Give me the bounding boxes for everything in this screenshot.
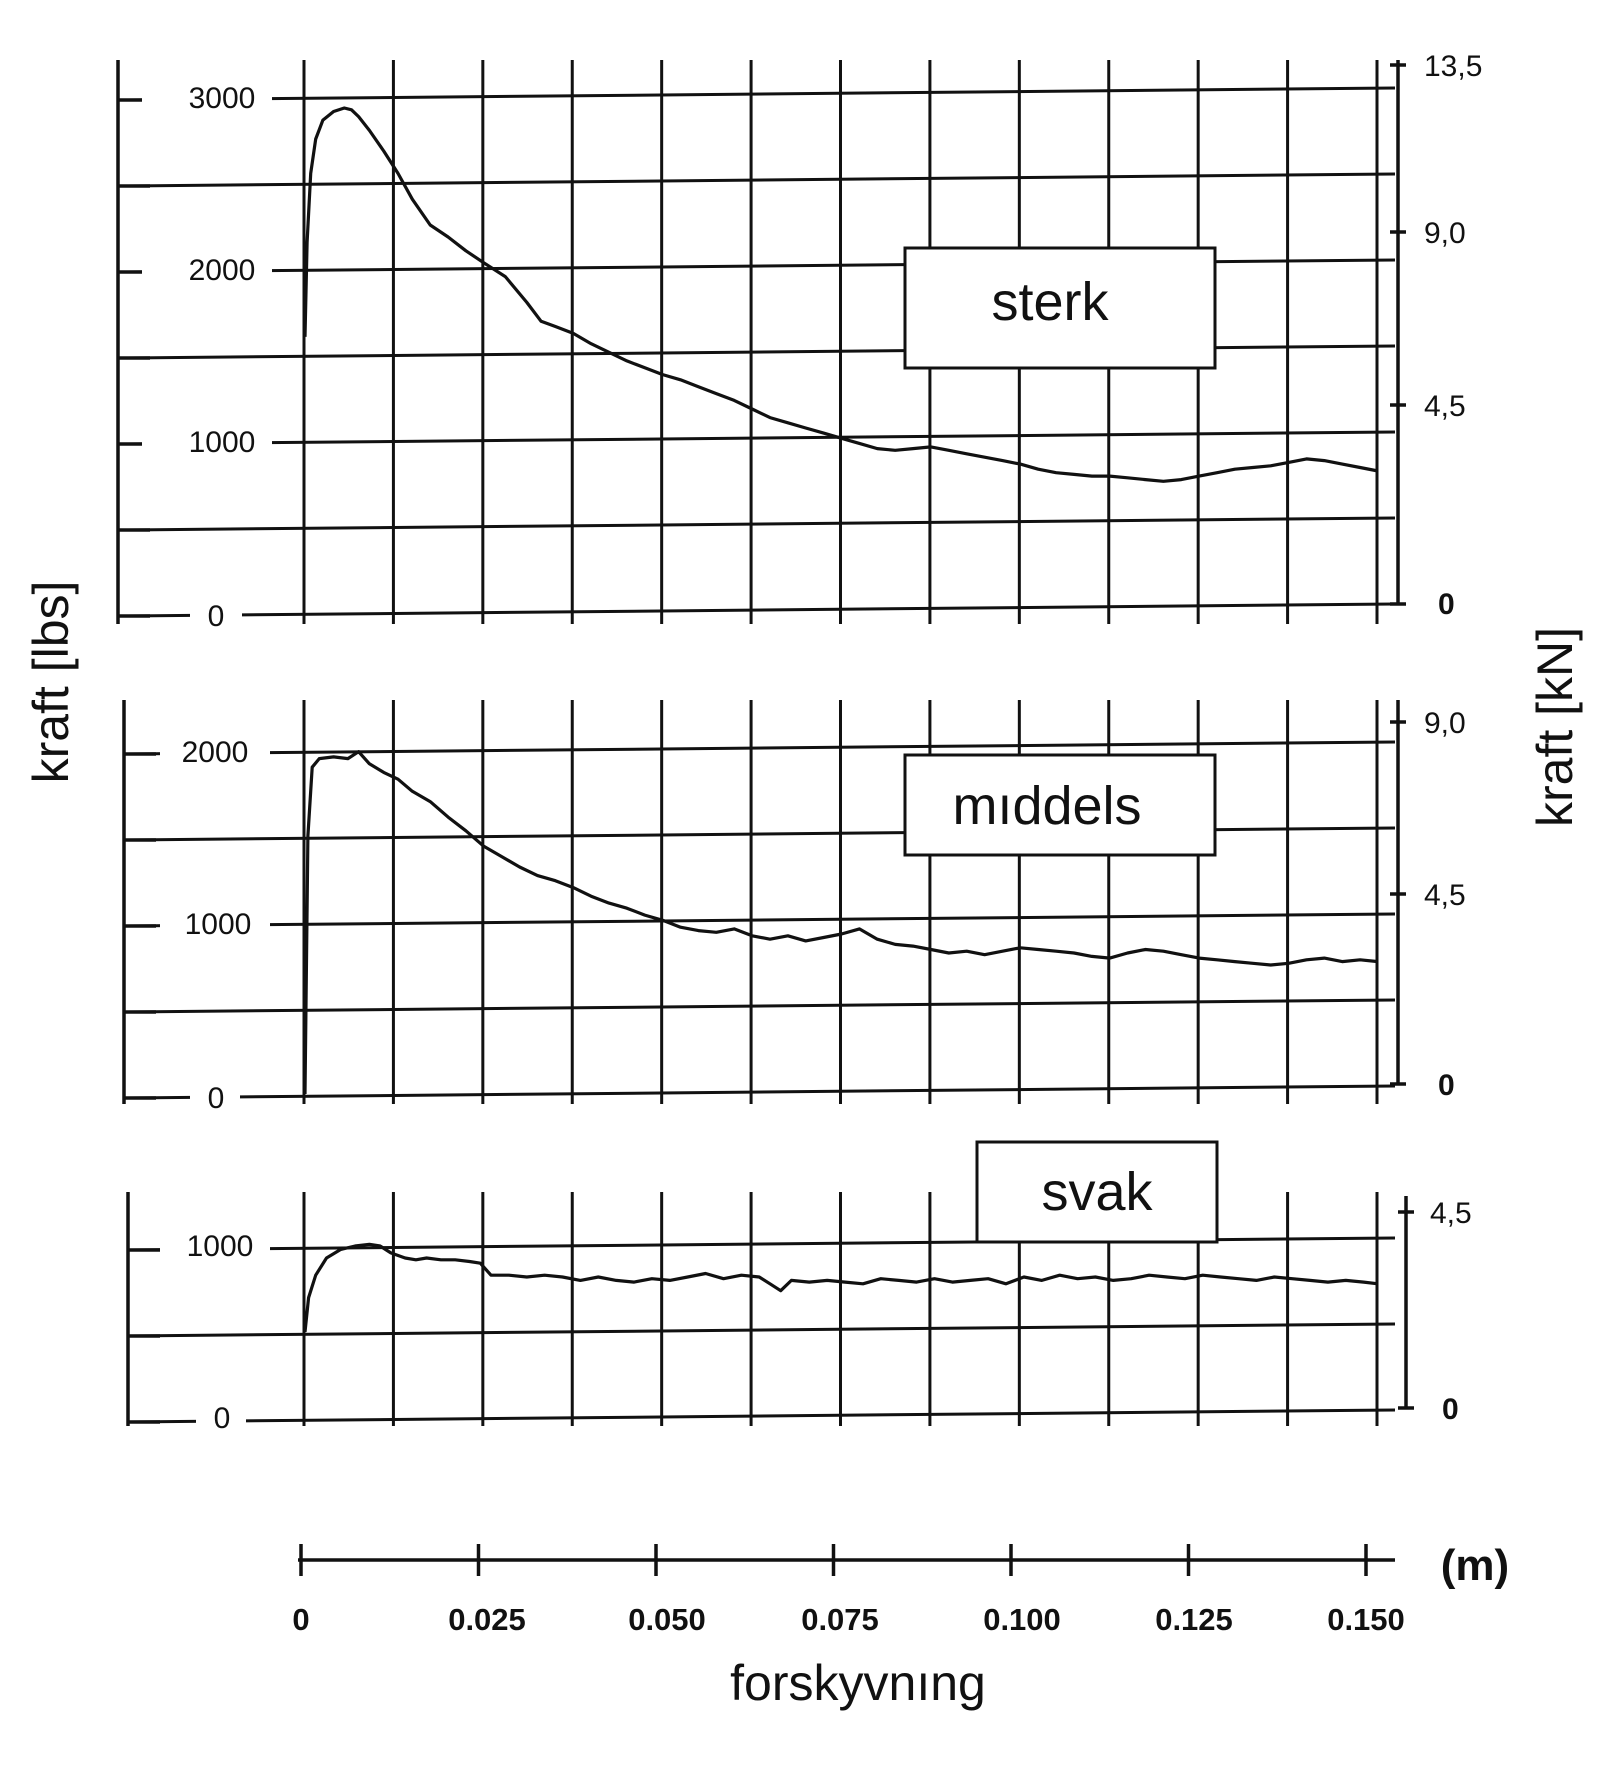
gridline-horizontal	[127, 172, 1396, 188]
panel-middels: 2000 1000 0 9,0 4,5 0 mıddels	[122, 700, 1466, 1116]
label-box-svak	[975, 1140, 1219, 1244]
x-axis-unit: (m)	[1441, 1541, 1509, 1590]
ytick-svak-lbs: 0	[214, 1402, 231, 1435]
xtick-label: 0.150	[1327, 1602, 1405, 1637]
xtick-label: 0.100	[983, 1602, 1061, 1637]
panel-sterk: 3000 2000 1000 0 13,5 9,0 4,5 0 sterk	[116, 50, 1482, 634]
ytick-svak-kn: 4,5	[1430, 1197, 1472, 1230]
label-box-middels	[903, 753, 1217, 857]
tick-bg-middels-0	[190, 1080, 240, 1116]
tick-bg-svak-0	[196, 1400, 246, 1436]
xtick-label: 0.050	[628, 1602, 706, 1637]
ytick-middels-lbs: 2000	[182, 736, 249, 769]
xtick-label: 0.025	[448, 1602, 526, 1637]
x-axis-title: forskyvnıng	[730, 1655, 986, 1711]
grid-middels	[124, 700, 1396, 1104]
xtick-label: 0	[292, 1602, 309, 1637]
label-svak: svak	[1041, 1162, 1153, 1222]
curve-middels	[303, 750, 1379, 1095]
ytick-sterk-kn: 0	[1438, 588, 1455, 621]
gridline-horizontal	[127, 430, 1396, 446]
tick-bg-sterk-1000	[142, 424, 272, 460]
ytick-sterk-lbs: 0	[208, 600, 225, 633]
gridline-horizontal	[127, 1084, 1396, 1100]
gridline-horizontal	[127, 516, 1396, 532]
ytick-middels-kn: 0	[1438, 1069, 1455, 1102]
curve-svak	[303, 1242, 1379, 1333]
curve-sterk	[303, 106, 1379, 483]
label-box-sterk	[903, 246, 1217, 370]
label-middels: mıddels	[952, 776, 1141, 836]
y-axis-right-title: kraft [kN]	[1527, 627, 1583, 827]
ytick-middels-kn: 4,5	[1424, 879, 1466, 912]
ytick-middels-kn: 9,0	[1424, 707, 1466, 740]
gridline-horizontal	[127, 86, 1396, 102]
gridline-horizontal	[127, 912, 1396, 928]
y-axis-left-title: kraft [lbs]	[23, 581, 79, 784]
xtick-label: 0.075	[801, 1602, 879, 1637]
gridline-horizontal	[127, 740, 1396, 756]
ytick-sterk-kn: 4,5	[1424, 390, 1466, 423]
ytick-middels-lbs: 1000	[185, 908, 252, 941]
gridline-horizontal	[127, 1322, 1396, 1338]
ytick-svak-lbs: 1000	[187, 1230, 254, 1263]
gridline-horizontal	[127, 602, 1396, 618]
x-axis: 0 0.025 0.050 0.075 0.100 0.125 0.150 (m…	[292, 1541, 1509, 1711]
tick-bg-sterk-0	[190, 598, 242, 634]
label-sterk: sterk	[991, 272, 1109, 332]
xtick-label: 0.125	[1155, 1602, 1233, 1637]
tick-bg-middels-2000	[160, 734, 270, 770]
ytick-svak-kn: 0	[1442, 1393, 1459, 1426]
ytick-middels-lbs: 0	[208, 1082, 225, 1115]
x-axis-ticks	[299, 1544, 1368, 1576]
tick-bg-sterk-3000	[142, 80, 272, 116]
tick-bg-middels-1000	[160, 906, 270, 942]
ytick-sterk-lbs: 2000	[189, 254, 256, 287]
ytick-sterk-kn: 13,5	[1424, 50, 1482, 83]
tick-bg-svak-1000	[160, 1228, 270, 1264]
ytick-sterk-lbs: 3000	[189, 82, 256, 115]
tick-bg-sterk-2000	[142, 252, 272, 288]
ytick-sterk-lbs: 1000	[189, 426, 256, 459]
gridline-horizontal	[127, 1408, 1396, 1424]
panel-svak: 1000 0 4,5 0 svak	[126, 1140, 1472, 1436]
gridline-horizontal	[127, 998, 1396, 1014]
ytick-sterk-kn: 9,0	[1424, 217, 1466, 250]
